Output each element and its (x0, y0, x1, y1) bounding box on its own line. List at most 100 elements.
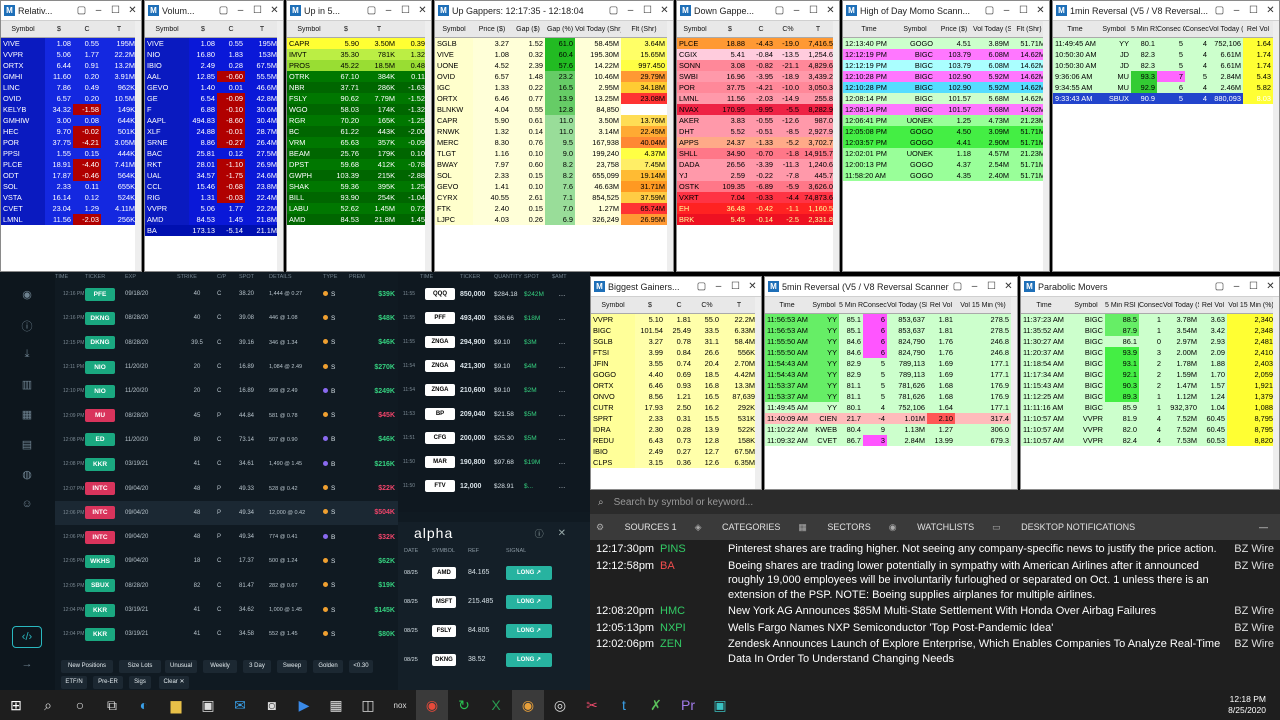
table-row[interactable]: IGC 1.33 0.22 16.5 2.95M 34.18M (435, 82, 673, 93)
table-row[interactable]: VVPR 5.06 1.77 22.2M (145, 203, 283, 214)
table-row[interactable]: 12:08:14 PM BIGC 101.57 5.68M 14.62M (843, 104, 1049, 115)
table-row[interactable]: GE 6.54 -0.09 42.8M (145, 93, 283, 104)
alert-icon[interactable]: ⓘ (21, 321, 33, 333)
camera-icon[interactable]: ◙ (267, 697, 277, 713)
ticker-badge[interactable]: DKNG (85, 336, 115, 350)
close-icon[interactable]: ✕ (1036, 5, 1045, 16)
column-header[interactable]: Symbol (601, 301, 625, 309)
window-titlebar[interactable]: M Relativ... ▢ – ☐ ✕ (1, 1, 141, 21)
vertical-scrollbar[interactable] (1043, 21, 1049, 271)
table-row[interactable]: REDU 6.43 0.73 12.8 158K (591, 435, 761, 446)
table-row[interactable]: DHT 5.52 -0.51 -8.5 2,927.9 (677, 126, 839, 137)
ticker-badge[interactable]: ZNGA (425, 336, 455, 348)
column-header[interactable]: T (259, 25, 265, 33)
table-row[interactable]: OTRK 67.10 384K 0.11 (287, 71, 431, 82)
table-row[interactable]: LINC 7.86 0.49 962K (1, 82, 141, 93)
table-row[interactable]: 9:34:55 AM MU 92.9 6 4 2.46M 5.82 (1053, 82, 1279, 93)
user-icon[interactable]: ◍ (22, 469, 32, 481)
column-header[interactable]: $ (728, 25, 732, 33)
ticker-badge[interactable]: QQQ (425, 288, 455, 300)
vertical-scrollbar[interactable] (1273, 21, 1279, 271)
table-row[interactable]: BILL 93.90 254K -1.04 (287, 192, 431, 203)
filter-button[interactable]: Sigs (129, 676, 151, 689)
column-header[interactable]: Gap (%) (546, 25, 574, 33)
table-row[interactable]: 10:50:30 AM JD 82.3 5 4 6.61M 1.74 (1053, 60, 1279, 71)
snip-icon[interactable]: ✂ (586, 696, 598, 713)
filter-button[interactable]: Size Lots (119, 660, 161, 673)
excel-icon[interactable]: X (491, 697, 501, 713)
column-header[interactable]: Vol Today (Shr) (1163, 301, 1199, 309)
column-header[interactable]: Consec Cndls (1185, 25, 1209, 33)
table-row[interactable]: BWAY 7.97 0.60 8.2 23,758 7.45M (435, 159, 673, 170)
column-header[interactable]: Vol Today (Shr) (973, 25, 1011, 33)
app-icon[interactable]: ◫ (361, 696, 375, 713)
terminal-icon[interactable]: ▣ (713, 696, 727, 713)
news-symbol[interactable]: BA (660, 559, 675, 572)
column-header[interactable]: Symbol (297, 25, 321, 33)
ticker-badge[interactable]: INTC (85, 506, 115, 520)
menu-icon[interactable]: ▢ (366, 5, 377, 16)
darkpool-row[interactable]: 11:51 CFG 200,000 $25.30 $5M… (398, 426, 590, 450)
filter-button[interactable]: <0.30 (349, 660, 373, 673)
more-icon[interactable]: … (558, 338, 566, 346)
column-header[interactable]: Symbol (1074, 301, 1098, 309)
cortana-icon[interactable]: ○ (75, 697, 85, 713)
column-header[interactable]: Time (861, 25, 877, 33)
scanner-window-w5[interactable]: M Down Gappe... ▢ – ☐ ✕ Symbol $ C C% T PLCE 18.88 -4… (676, 0, 840, 272)
table-row[interactable]: 12:12:19 PM BIGC 103.79 6.08M 14.62M (843, 60, 1049, 71)
minimize-icon[interactable]: – (385, 5, 392, 16)
table-row[interactable]: SWBI 16.96 -3.95 -18.9 3,439.2 (677, 71, 839, 82)
options-row[interactable]: 12:04 PM KKR 03/19/21 41 C 34.58 552 @ 1.45 S $8… (55, 622, 398, 646)
table-row[interactable]: IDRA 2.30 0.28 13.9 522K (591, 424, 761, 435)
table-row[interactable]: 11:17:34 AM BIGC 92.1 2 1.59M 1.70 2,059 (1021, 369, 1279, 380)
table-row[interactable]: BLNKW 4.04 0.55 12.8 84,850 (435, 104, 673, 115)
table-row[interactable]: SRNE 8.86 -0.27 26.4M (145, 137, 283, 148)
window-titlebar[interactable]: M Biggest Gainers... ▢ – ☐ ✕ (591, 277, 761, 297)
menu-icon[interactable]: ▢ (1214, 5, 1225, 16)
column-header[interactable]: Time (1067, 25, 1083, 33)
signal-badge[interactable]: LONG ↗ (506, 623, 552, 638)
ticker-badge[interactable]: MU (85, 409, 115, 423)
vertical-scrollbar[interactable] (833, 21, 839, 271)
table-row[interactable]: SOL 2.33 0.11 655K (1, 181, 141, 192)
ticker-badge[interactable]: NIO (85, 360, 115, 374)
menu-icon[interactable]: ▢ (218, 5, 229, 16)
minimize-icon[interactable]: – (1233, 281, 1240, 292)
search-icon[interactable]: ⌕ (44, 696, 52, 713)
darkpool-row[interactable]: 11:54 ZNGA 210,600 $9.10 $2M… (398, 378, 590, 402)
menu-icon[interactable]: ▢ (696, 281, 707, 292)
column-header[interactable]: Price ($) (940, 25, 968, 33)
table-row[interactable]: 12:10:28 PM BIGC 102.90 5.92M 14.62M (843, 71, 1049, 82)
scanner-window-w7[interactable]: M 1min Reversal (V5 / V8 Reversal... ▢ – ☐ ✕ T… (1052, 0, 1280, 272)
tos-icon[interactable]: t (622, 697, 626, 713)
news-item[interactable]: 12:05:13pm NXPI Wells Fargo Names NXP Semi… (590, 619, 1280, 636)
table-row[interactable]: 11:40:09 AM CIEN 21.7 -4 1.01M 2.10 317.4 (765, 413, 1017, 424)
options-row[interactable]: 12:04 PM KKR 03/19/21 41 C 34.62 1,000 @ 1.45 S… (55, 598, 398, 622)
info-icon[interactable]: ⓘ (534, 528, 544, 539)
signal-badge[interactable]: LONG ↗ (506, 652, 552, 667)
scanner-window-w10[interactable]: M Parabolic Movers ▢ – ☐ ✕ Time Symbol 5 Min RSI… (1020, 276, 1280, 490)
column-header[interactable]: T (736, 301, 742, 309)
more-icon[interactable]: … (558, 434, 566, 442)
table-row[interactable]: SONN 3.08 -0.82 -21.1 4,829.6 (677, 60, 839, 71)
table-row[interactable]: 11:10:22 AM KWEB 80.4 9 1.13M 1.27 306.0 (765, 424, 1017, 435)
table-row[interactable]: EH 36.48 -0.42 -1.1 1,160.5 (677, 203, 839, 214)
table-row[interactable]: 9:33:43 AM SBUX 90.9 5 4 880,093 8.03 (1053, 93, 1279, 104)
table-row[interactable]: DPST 59.68 412K -0.78 (287, 159, 431, 170)
ticker-badge[interactable]: INTC (85, 482, 115, 496)
options-row[interactable]: 12:11 PM NIO 11/20/20 20 C 16.89 1,084 @ 2.49 S… (55, 355, 398, 379)
news-symbol[interactable]: HMC (660, 605, 686, 617)
maximize-icon[interactable]: ☐ (731, 281, 740, 292)
table-row[interactable]: TLGT 1.16 0.10 9.0 199,240 4.37M (435, 148, 673, 159)
window-titlebar[interactable]: M Parabolic Movers ▢ – ☐ ✕ (1021, 277, 1279, 297)
table-row[interactable]: GMHIW 3.00 0.08 644K (1, 115, 141, 126)
table-row[interactable]: 12:13:40 PM GOGO 4.51 3.89M 51.71M (843, 38, 1049, 49)
table-row[interactable]: FTK 2.40 0.15 7.0 1.27M 65.74M (435, 203, 673, 214)
table-row[interactable]: VVPR 5.06 1.77 22.2M (1, 49, 141, 60)
table-row[interactable]: RIG 1.31 -0.03 22.4M (145, 192, 283, 203)
table-row[interactable]: 11:54:43 AM YY 82.9 5 789,113 1.69 177.1 (765, 358, 1017, 369)
news-headline[interactable]: Boeing shares are trading lower potentia… (728, 559, 1209, 601)
news-item[interactable]: 12:17:30pm PINS Pinterest shares are tradi… (590, 540, 1280, 557)
window-titlebar[interactable]: M High of Day Momo Scann... ▢ – ☐ ✕ (843, 1, 1049, 21)
scanner-window-w9[interactable]: M 5min Reversal (V5 / V8 Reversal Scanner… (764, 276, 1018, 490)
